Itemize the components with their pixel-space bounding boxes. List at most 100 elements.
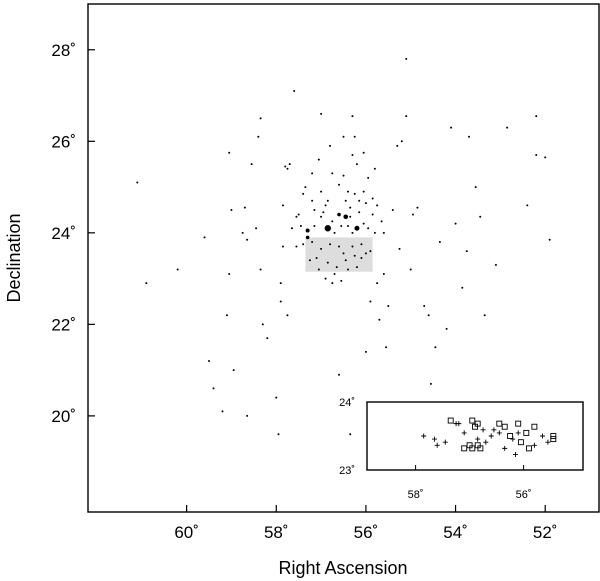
star-point [279, 282, 282, 285]
star-point [299, 224, 302, 227]
x-axis: 60˚ 58˚ 56˚ 54˚ 52˚ [174, 505, 557, 542]
star-point [349, 215, 352, 218]
star-point [261, 323, 264, 326]
star-point [479, 215, 482, 218]
star-point [311, 199, 314, 202]
star-point [445, 327, 448, 330]
star-point [259, 117, 262, 120]
x-tick-label: 56˚ [354, 523, 379, 542]
star-point [346, 190, 349, 193]
star-point [259, 268, 262, 271]
star-point [342, 252, 345, 255]
star-point [338, 373, 341, 376]
star-point [203, 236, 206, 239]
star-point [427, 314, 430, 317]
star-point [376, 204, 379, 207]
star-point [288, 163, 291, 166]
y-tick-label: 20˚ [51, 407, 76, 426]
inset-x-tick-label: 56˚ [516, 489, 532, 501]
star-point [416, 206, 419, 209]
star-point [364, 252, 367, 255]
y-tick-label: 24˚ [51, 224, 76, 243]
bright-star-point [354, 225, 360, 231]
star-point [385, 346, 388, 349]
y-tick-label: 26˚ [51, 132, 76, 151]
star-point [344, 199, 347, 202]
star-point [225, 314, 228, 317]
star-point [369, 300, 372, 303]
star-point [324, 277, 327, 280]
star-point [320, 112, 323, 115]
star-point [474, 186, 477, 189]
inset: 58˚ 56˚ 24˚ 23˚ [339, 397, 584, 501]
inset-y-tick-label: 23˚ [339, 465, 355, 477]
star-point [290, 227, 293, 230]
star-point [246, 414, 249, 417]
star-point [362, 190, 365, 193]
y-tick-label: 22˚ [51, 315, 76, 334]
bright-star-point [337, 212, 341, 217]
star-point [360, 243, 363, 246]
star-point [346, 224, 349, 227]
star-point [255, 227, 258, 230]
inset-square-marker [531, 423, 538, 430]
star-point [266, 337, 269, 340]
inset-plus-marker [515, 430, 521, 436]
star-point [338, 245, 341, 248]
star-point [284, 165, 287, 168]
inset-plus-marker [531, 442, 537, 448]
star-point [391, 208, 394, 211]
inset-plus-marker [421, 433, 427, 439]
star-point [228, 151, 231, 154]
x-tick-label: 54˚ [443, 523, 468, 542]
bright-star-point [343, 214, 349, 220]
star-point [349, 433, 352, 436]
star-point [340, 224, 343, 227]
star-point [302, 192, 305, 195]
inset-plus-marker [502, 445, 508, 451]
highlight-region [305, 237, 373, 272]
star-point [281, 204, 284, 207]
star-point [423, 305, 426, 308]
plot-frame [87, 3, 600, 513]
star-point [313, 208, 316, 211]
star-point [349, 206, 352, 209]
star-point [405, 57, 408, 60]
inset-y-tick-label: 24˚ [339, 397, 355, 409]
star-point [351, 231, 354, 234]
star-point [382, 231, 385, 234]
star-point [371, 197, 374, 200]
y-axis: 20˚ 22˚ 24˚ 26˚ 28˚ [51, 41, 95, 426]
star-point [468, 135, 471, 138]
star-point [371, 213, 374, 216]
star-point [311, 172, 314, 175]
inset-plus-marker [496, 430, 502, 436]
inset-plus-marker [488, 433, 494, 439]
star-point [340, 279, 343, 282]
star-point [342, 174, 345, 177]
star-point [369, 250, 372, 253]
x-axis-title: Right Ascension [278, 558, 407, 578]
inset-x-tick-label: 58˚ [408, 489, 424, 501]
star-point [548, 238, 551, 241]
star-point [136, 181, 139, 184]
star-point [302, 243, 305, 246]
star-point [286, 167, 289, 170]
star-point [257, 135, 260, 138]
star-point [243, 206, 246, 209]
star-point [176, 268, 179, 271]
inset-square-marker [474, 420, 481, 427]
star-point [326, 261, 329, 264]
star-point [353, 192, 356, 195]
star-point [355, 163, 358, 166]
star-point [378, 318, 381, 321]
bright-star-point [305, 228, 310, 233]
plot-area: 60˚ 58˚ 56˚ 54˚ 52˚ 20˚ 22˚ 24˚ 26˚ 28˚ [51, 3, 600, 542]
inset-plus-marker [461, 430, 467, 436]
star-point [275, 396, 278, 399]
star-point [351, 245, 354, 248]
star-point [362, 222, 365, 225]
star-point [293, 89, 296, 92]
star-point [335, 266, 338, 269]
